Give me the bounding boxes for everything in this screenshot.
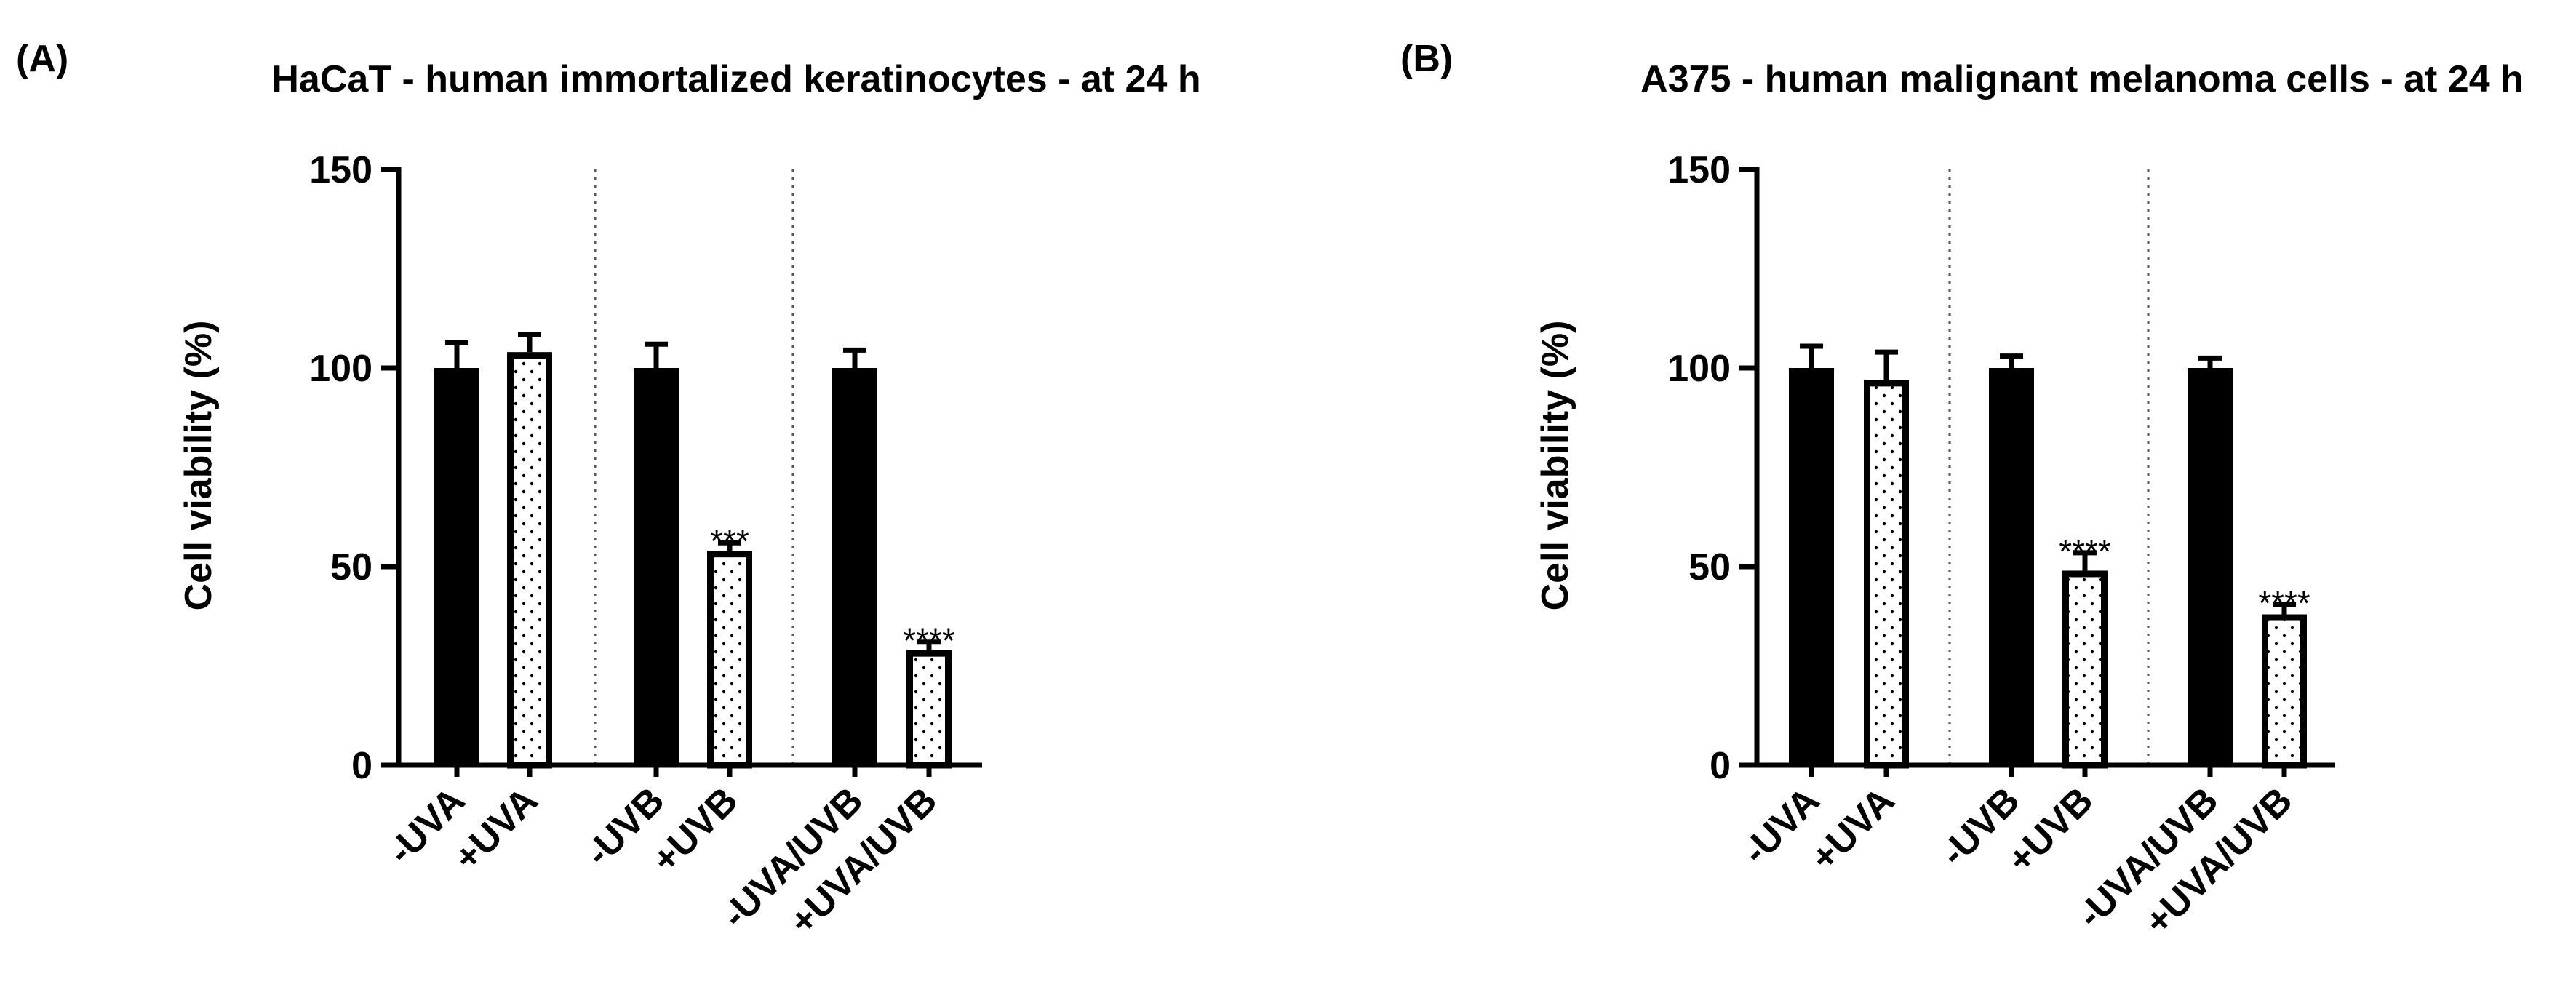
bar: [1864, 380, 1909, 769]
bar-group: ***: [707, 522, 752, 769]
y-tick-label: 50: [1688, 546, 1731, 588]
y-tick-label: 100: [309, 348, 372, 390]
bar-group: [1789, 343, 1834, 765]
bar-group: ****: [2258, 584, 2310, 769]
x-tick-label: +UVB: [644, 779, 746, 881]
panel-label: (B): [1400, 38, 1453, 80]
bar-group: [1864, 349, 1909, 769]
bar: [2262, 614, 2307, 769]
y-tick-label: 100: [1667, 348, 1731, 390]
y-tick-label: 0: [1710, 745, 1731, 787]
bar: [634, 368, 679, 765]
bar-group: [1989, 353, 2034, 765]
panel-label: (A): [16, 38, 68, 80]
bar: [906, 650, 952, 769]
bar-group: ****: [2059, 532, 2111, 769]
chart-panel-b: (B) A375 - human malignant melanoma cell…: [1400, 38, 2524, 943]
bar: [1989, 368, 2034, 765]
bar: [434, 368, 479, 765]
bar-group: [507, 332, 552, 769]
x-tick-label: +UVA: [1803, 779, 1902, 879]
significance-label: ****: [2258, 584, 2310, 622]
chart-title: A375 - human malignant melanoma cells - …: [1640, 58, 2524, 100]
y-tick-label: 50: [330, 546, 372, 588]
significance-label: ****: [903, 622, 955, 660]
bars: **** ****: [1789, 169, 2310, 769]
bar: [507, 352, 552, 769]
chart-panel-a: (A) HaCaT - human immortalized keratinoc…: [16, 38, 1201, 943]
y-tick-label: 0: [351, 745, 372, 787]
bar: [2188, 368, 2233, 765]
significance-label: ***: [710, 522, 749, 560]
bar-group: ****: [903, 622, 955, 769]
bar-group: [634, 341, 679, 765]
significance-label: ****: [2059, 532, 2111, 570]
bar: [832, 368, 877, 765]
y-axis-label: Cell viability (%): [1534, 321, 1576, 611]
x-tick-label: +UVA: [446, 779, 546, 879]
y-tick-label: 150: [1667, 149, 1731, 191]
bar: [707, 551, 752, 769]
bar: [2062, 570, 2108, 769]
y-axis-label: Cell viability (%): [178, 321, 220, 611]
x-tick-label: +UVB: [1999, 779, 2101, 881]
y-tick-label: 150: [309, 149, 372, 191]
chart-title: HaCaT - human immortalized keratinocytes…: [271, 58, 1200, 100]
bar-group: [832, 347, 877, 765]
bar: [1789, 368, 1834, 765]
bars: *******: [434, 169, 955, 769]
bar-group: [2188, 355, 2233, 765]
bar-group: [434, 340, 479, 765]
